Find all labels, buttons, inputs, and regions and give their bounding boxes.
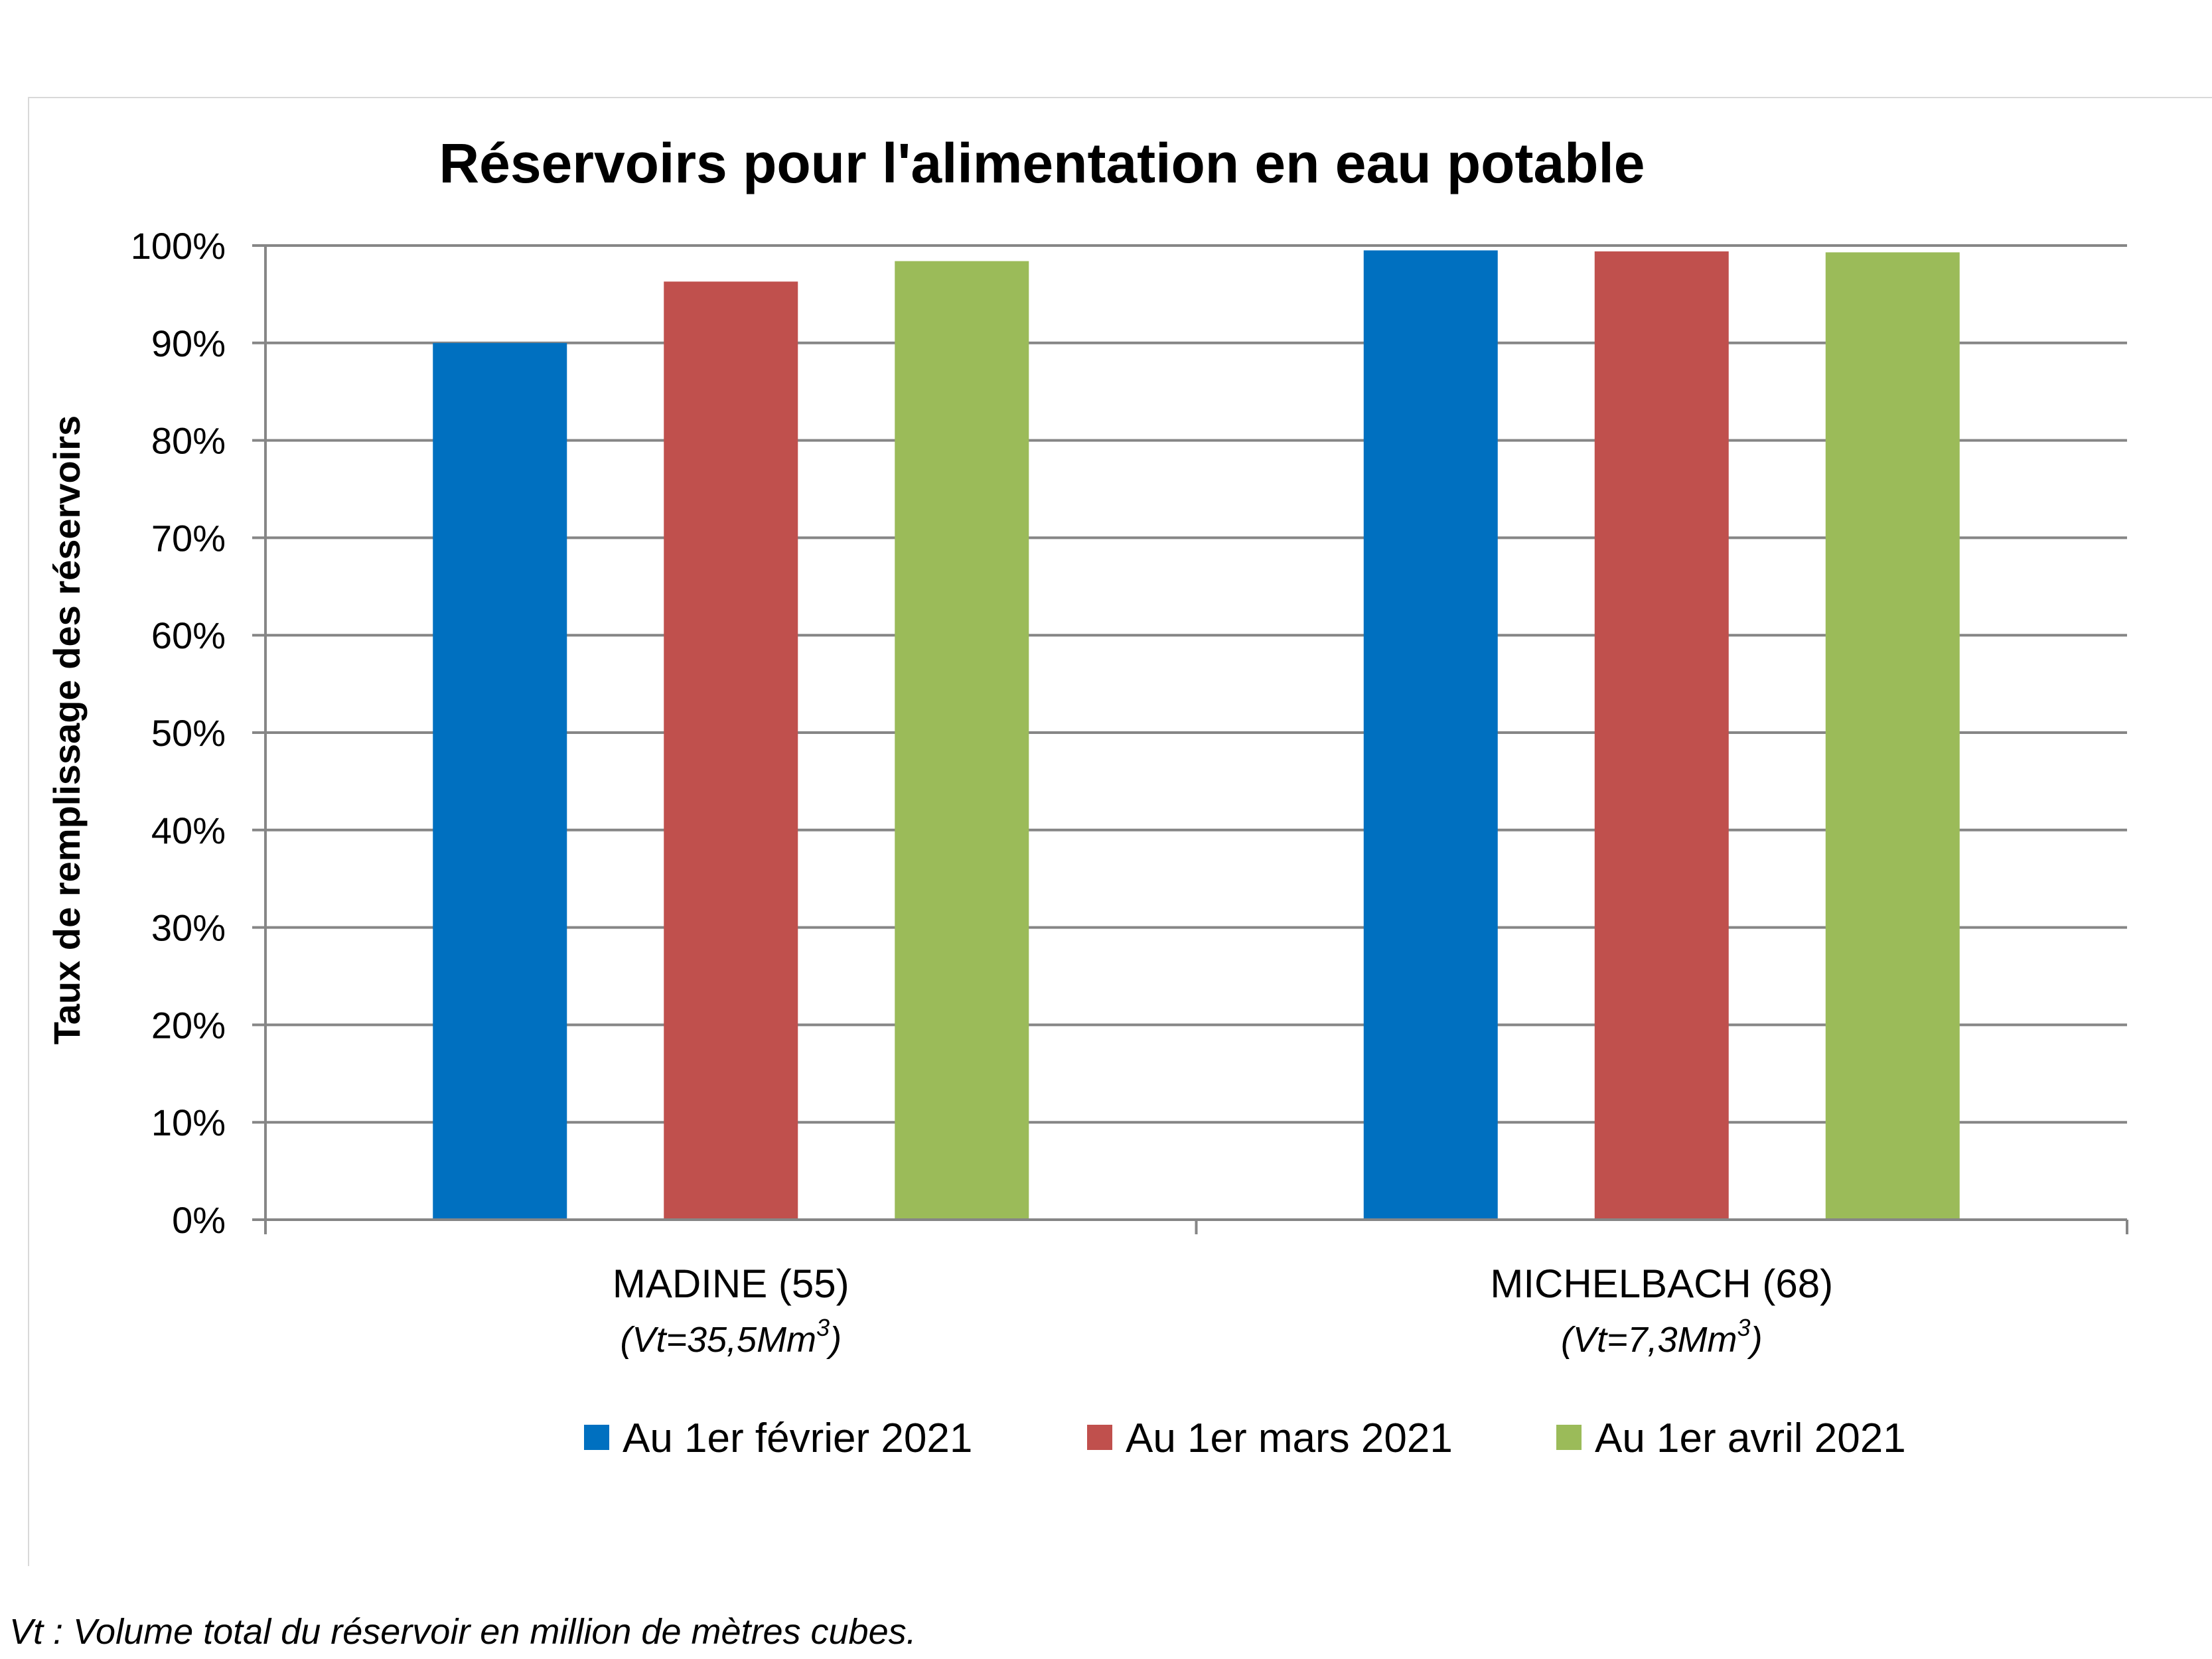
legend-label: Au 1er mars 2021 [1126, 1415, 1453, 1461]
y-axis-ticks: 0% 10% 20% 30% 40% 50% 60% 70% 80% 90% 100% [131, 225, 265, 1241]
y-tick-label: 0% [172, 1199, 226, 1241]
legend-label: Au 1er avril 2021 [1595, 1415, 1906, 1461]
bars [433, 250, 1960, 1220]
bar [895, 261, 1029, 1220]
bar [664, 281, 798, 1220]
bar [1825, 252, 1960, 1220]
chart-title: Réservoirs pour l'alimentation en eau po… [439, 132, 1645, 194]
bar [1594, 251, 1729, 1220]
axes [252, 246, 2128, 1234]
y-tick-label: 10% [151, 1102, 226, 1143]
legend-label: Au 1er février 2021 [623, 1415, 972, 1461]
y-tick-label: 30% [151, 907, 226, 949]
y-tick-label: 20% [151, 1004, 226, 1046]
legend: Au 1er février 2021 Au 1er mars 2021 Au 1e… [584, 1415, 1906, 1461]
bar [433, 342, 567, 1220]
y-tick-label: 70% [151, 517, 226, 559]
y-tick-label: 40% [151, 810, 226, 851]
category-volume-label: (Vt=35,5Mm3) [620, 1314, 842, 1360]
legend-swatch [584, 1425, 609, 1450]
footnote: Vt : Volume total du réservoir en millio… [9, 1612, 917, 1652]
legend-swatch [1556, 1425, 1582, 1450]
category-label: MADINE (55) [613, 1262, 849, 1306]
category-labels: MADINE (55) (Vt=35,5Mm3) MICHELBACH (68) (V… [613, 1262, 1833, 1360]
y-tick-label: 100% [131, 225, 226, 267]
y-tick-label: 60% [151, 614, 226, 656]
chart-frame [28, 97, 2212, 1566]
category-label: MICHELBACH (68) [1490, 1262, 1833, 1306]
gridlines [265, 244, 2127, 1124]
y-tick-label: 80% [151, 420, 226, 462]
bar [1363, 250, 1498, 1220]
legend-swatch [1087, 1425, 1112, 1450]
category-volume-label: (Vt=7,3Mm3) [1561, 1314, 1763, 1360]
y-tick-label: 50% [151, 712, 226, 754]
y-tick-label: 90% [151, 323, 226, 364]
y-axis-label: Taux de remplissage des réservoirs [46, 415, 88, 1045]
